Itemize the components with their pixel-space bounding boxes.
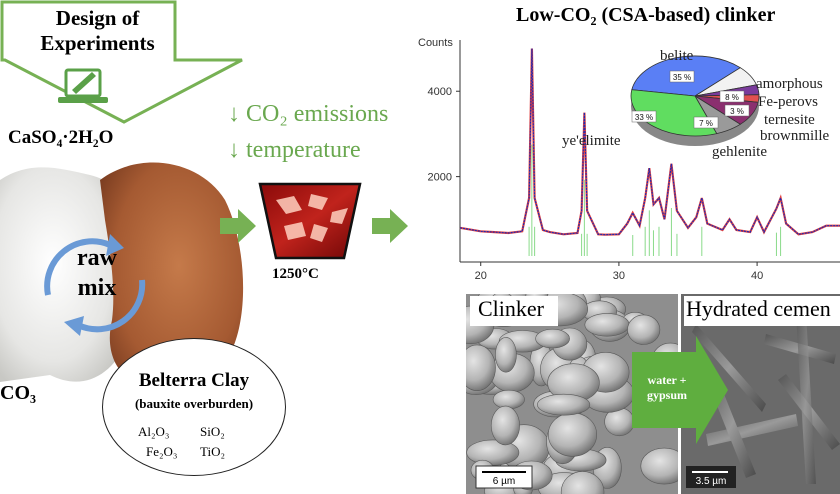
design-of-experiments-arrow [0, 0, 243, 124]
pie-pct-label: 35 % [673, 73, 691, 82]
clinker-grain [466, 344, 496, 391]
clinker-grain [490, 405, 520, 446]
kiln-temperature: 1250°C [272, 266, 319, 282]
pie-label: amorphous [756, 76, 823, 92]
water-gypsum-arrow [632, 336, 728, 444]
pie-pct-box [631, 110, 657, 123]
sem-scale-right: 3.5 µm [695, 476, 727, 487]
xrd-y-tick-label: 4000 [428, 86, 452, 98]
raw-mix-label: raw mix [62, 243, 132, 303]
sem-scale-left: 6 µm [492, 476, 516, 487]
xrd-chart: Counts 2000 4000 20 30 40 belite amorphous Fe-… [418, 37, 840, 282]
pie-pct-label: 33 % [635, 113, 653, 122]
pie-label: belite [660, 48, 694, 64]
benefit-co2: ↓ CO₂ emissions [228, 101, 389, 127]
clinker-grain [584, 313, 630, 337]
belterra-clay-circle [102, 338, 286, 476]
clinker-grain [492, 389, 525, 410]
design-title-line1: Design of [55, 6, 140, 30]
sem-clinker-label: Clinker [478, 296, 544, 321]
laptop-icon [58, 68, 108, 103]
pie-pct-label: 3 % [730, 107, 744, 116]
clinker-grain [560, 471, 605, 494]
clinker-grain [627, 314, 661, 345]
benefit-temperature: ↓ temperature [228, 137, 361, 163]
mix-cycle-icon [44, 234, 146, 336]
pie-label: brownmille [760, 128, 829, 144]
pie-pct-box [724, 104, 750, 117]
gypsum-label: CaSO₄·2H₂O [8, 127, 114, 148]
kiln-crucible-icon [258, 182, 362, 260]
pie-pct-box [693, 116, 719, 129]
pie-label: Fe-perovs [758, 94, 818, 110]
oxide-al2o3: Al₂O₃ [138, 424, 170, 439]
clinker-grain [548, 412, 598, 457]
pie-label: gehlenite [712, 144, 767, 160]
oxide-tio2: TiO₂ [200, 444, 226, 459]
pie-pct-box [719, 90, 745, 103]
xrd-y-tick-label: 2000 [428, 172, 452, 184]
raw-mix-line2: mix [77, 275, 117, 301]
sem-images [466, 294, 840, 494]
caco3-label: CO₃ [0, 382, 36, 404]
process-arrow-1 [220, 209, 256, 243]
clinker-grain [495, 337, 517, 373]
design-title: Design of Experiments [30, 6, 165, 56]
clinker-grain [537, 393, 591, 416]
pie-pct-box [669, 70, 695, 83]
sem-hydrated-label: Hydrated cemen [686, 296, 831, 321]
raw-mix-line1: raw [77, 245, 117, 271]
pie-label: ye'elimite [562, 133, 621, 149]
pie-pct-label: 8 % [725, 93, 739, 102]
xrd-x-tick-label: 40 [751, 270, 763, 282]
water-gypsum-text: water + gypsum [634, 373, 700, 403]
pie-pct-label: 7 % [699, 119, 713, 128]
clay-subtitle: (bauxite overburden) [134, 396, 254, 411]
xrd-x-tick-label: 30 [613, 270, 625, 282]
water-text: water + [647, 373, 687, 387]
process-arrow-2 [372, 209, 408, 243]
benefits-text: ↓ CO₂ emissions ↓ temperature [228, 96, 388, 168]
clay-title: Belterra Clay [138, 370, 250, 391]
clinker-title: Low-CO₂ (CSA-based) clinker [516, 4, 776, 26]
gypsum-text: gypsum [646, 388, 687, 402]
raw-materials-image [0, 162, 244, 392]
pie-label: ternesite [764, 112, 815, 128]
xrd-x-tick-label: 20 [475, 270, 487, 282]
clinker-grain [466, 439, 520, 466]
xrd-y-axis-title: Counts [418, 37, 453, 49]
clinker-grain [535, 328, 570, 349]
xrd-observed-line [459, 48, 840, 236]
design-title-line2: Experiments [40, 31, 155, 55]
oxide-fe2o3: Fe₂O₃ [146, 444, 178, 459]
oxide-sio2: SiO₂ [200, 424, 225, 439]
